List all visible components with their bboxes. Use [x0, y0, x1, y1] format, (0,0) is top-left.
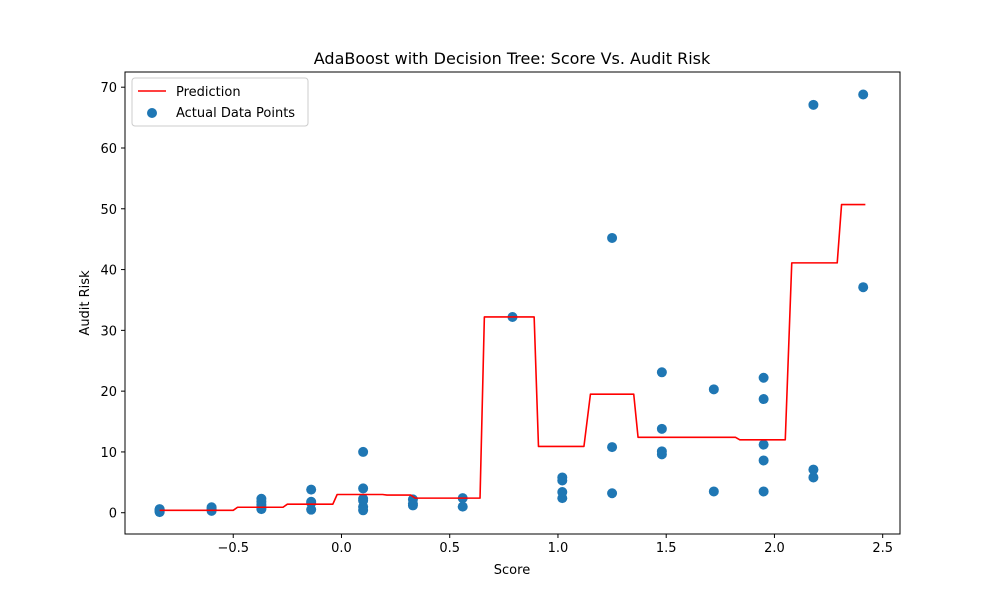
x-tick-label: 1.0 [548, 541, 569, 556]
legend-box [131, 77, 309, 127]
data-point [154, 504, 165, 515]
data-point [708, 486, 719, 497]
prediction-line [159, 203, 866, 512]
data-point [607, 442, 618, 453]
x-tick-label: 2.5 [872, 541, 893, 556]
data-point [358, 493, 369, 504]
data-point [358, 446, 369, 457]
data-point [607, 488, 618, 499]
data-point [358, 483, 369, 494]
y-tick-label: 10 [100, 446, 117, 461]
data-point [306, 496, 317, 507]
legend-actual-swatch [147, 108, 157, 118]
data-point [557, 472, 568, 483]
x-tick-label: 0.5 [439, 541, 460, 556]
chart-title: AdaBoost with Decision Tree: Score Vs. A… [314, 49, 711, 68]
data-point [758, 372, 769, 383]
legend-actual-label: Actual Data Points [176, 106, 295, 121]
data-point [758, 394, 769, 405]
y-tick-label: 30 [100, 324, 117, 339]
data-point [457, 501, 468, 512]
y-tick-label: 60 [100, 142, 117, 157]
y-tick-label: 50 [100, 203, 117, 218]
y-tick-label: 40 [100, 264, 117, 279]
x-tick-label: −0.5 [217, 541, 249, 556]
data-point [858, 89, 869, 100]
data-point [656, 423, 667, 434]
x-tick-label: 0.0 [331, 541, 352, 556]
data-point [758, 486, 769, 497]
legend: Prediction Actual Data Points [131, 77, 309, 127]
data-point [708, 384, 719, 395]
legend-prediction-label: Prediction [176, 85, 241, 100]
data-point [407, 494, 418, 505]
x-tick-label: 2.0 [764, 541, 785, 556]
data-point [808, 472, 819, 483]
y-tick-label: 0 [109, 507, 117, 522]
data-point [656, 446, 667, 457]
plot-frame [124, 71, 901, 535]
data-point [858, 282, 869, 293]
x-tick-label: 1.5 [656, 541, 677, 556]
y-tick-label: 20 [100, 385, 117, 400]
data-point [656, 367, 667, 378]
data-point [607, 232, 618, 243]
y-tick-label: 70 [100, 81, 117, 96]
data-point [808, 464, 819, 475]
data-point [758, 439, 769, 450]
x-axis-label: Score [494, 563, 530, 578]
data-point [306, 484, 317, 495]
data-point [758, 455, 769, 466]
data-point [256, 493, 267, 504]
y-axis-label: Audit Risk [78, 270, 93, 336]
data-point [557, 487, 568, 498]
data-point [808, 99, 819, 110]
